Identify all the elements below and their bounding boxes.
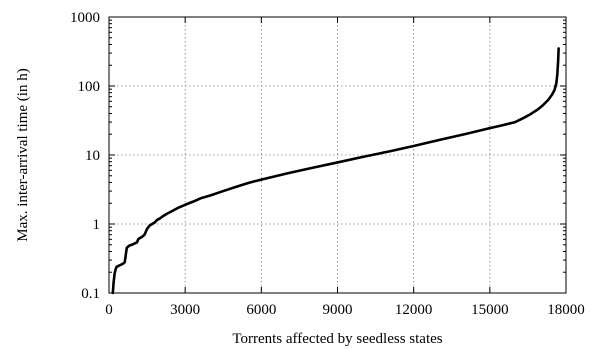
y-tick-label: 10 xyxy=(85,148,100,164)
y-tick-labels: 0.1 1 10 100 1000 xyxy=(70,10,100,302)
y-tick-label: 1000 xyxy=(70,10,100,26)
x-tick-label: 9000 xyxy=(323,302,353,318)
x-tick-labels: 0 3000 6000 9000 12000 15000 18000 xyxy=(105,302,585,318)
x-tick-label: 15000 xyxy=(471,302,509,318)
series-line xyxy=(111,47,560,295)
y-tick-label: 0.1 xyxy=(81,286,100,302)
y-axis-label: Max. inter-arrival time (in h) xyxy=(15,68,31,241)
x-tick-label: 0 xyxy=(105,302,113,318)
axis-ticks xyxy=(108,16,567,294)
y-tick-label: 1 xyxy=(93,217,101,233)
x-tick-label: 12000 xyxy=(395,302,433,318)
x-axis-label: Torrents affected by seedless states xyxy=(232,331,442,347)
x-tick-label: 18000 xyxy=(547,302,585,318)
y-tick-label: 100 xyxy=(78,79,101,95)
grid-lines xyxy=(109,17,566,293)
x-tick-label: 3000 xyxy=(170,302,200,318)
x-tick-label: 6000 xyxy=(246,302,276,318)
